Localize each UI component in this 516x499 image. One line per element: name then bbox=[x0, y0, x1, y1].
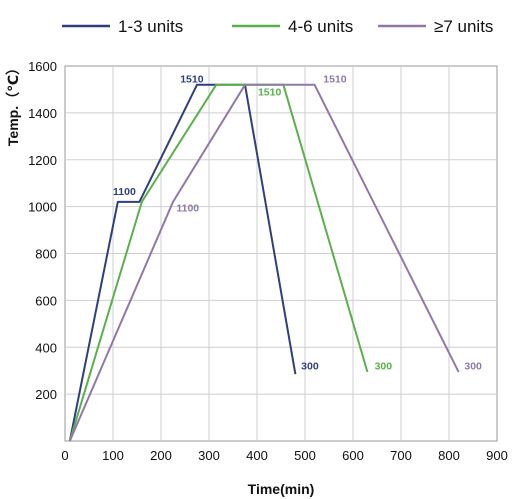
data-label: 1100 bbox=[113, 186, 136, 198]
data-labels: 1100 1510 300 1100 1510 300 1510 300 bbox=[113, 73, 482, 372]
grid bbox=[65, 66, 497, 441]
y-tick-label: 600 bbox=[35, 293, 57, 308]
series-line-1 bbox=[68, 83, 297, 442]
series-line-2 bbox=[68, 83, 369, 442]
legend-label: 1-3 units bbox=[118, 17, 183, 36]
x-axis-title: Time(min) bbox=[248, 481, 315, 497]
data-label: 1510 bbox=[258, 86, 282, 98]
x-tick-label: 900 bbox=[486, 448, 508, 463]
data-label: 300 bbox=[464, 361, 482, 373]
y-tick-label: 400 bbox=[35, 340, 57, 355]
legend-label: 4-6 units bbox=[288, 17, 353, 36]
y-tick-label: 1600 bbox=[28, 59, 57, 74]
y-tick-label: 1400 bbox=[28, 106, 57, 121]
legend: 1-3 units 4-6 units ≥7 units bbox=[62, 17, 493, 36]
series-line-3 bbox=[68, 83, 460, 442]
tick-labels: 0 100 200 300 400 500 600 700 800 900 200 400 600 800… bbox=[28, 59, 508, 463]
x-tick-label: 0 bbox=[61, 448, 68, 463]
legend-label: ≥7 units bbox=[434, 17, 493, 36]
y-axis-title: Temp.（℃） bbox=[5, 61, 21, 146]
y-tick-label: 200 bbox=[35, 387, 57, 402]
data-label: 300 bbox=[375, 361, 393, 373]
data-label: 1510 bbox=[180, 73, 204, 85]
y-tick-label: 1200 bbox=[28, 153, 57, 168]
x-tick-label: 100 bbox=[102, 448, 124, 463]
data-label: 300 bbox=[301, 361, 319, 373]
data-label: 1510 bbox=[323, 73, 347, 85]
x-tick-label: 600 bbox=[342, 448, 364, 463]
x-tick-label: 700 bbox=[390, 448, 412, 463]
x-tick-label: 300 bbox=[198, 448, 220, 463]
y-tick-label: 1000 bbox=[28, 200, 57, 215]
series-layer bbox=[68, 83, 460, 442]
x-tick-label: 200 bbox=[150, 448, 172, 463]
data-label: 1100 bbox=[176, 202, 199, 214]
y-tick-label: 800 bbox=[35, 247, 57, 262]
x-tick-label: 400 bbox=[246, 448, 268, 463]
x-tick-label: 800 bbox=[438, 448, 460, 463]
x-tick-label: 500 bbox=[294, 448, 316, 463]
